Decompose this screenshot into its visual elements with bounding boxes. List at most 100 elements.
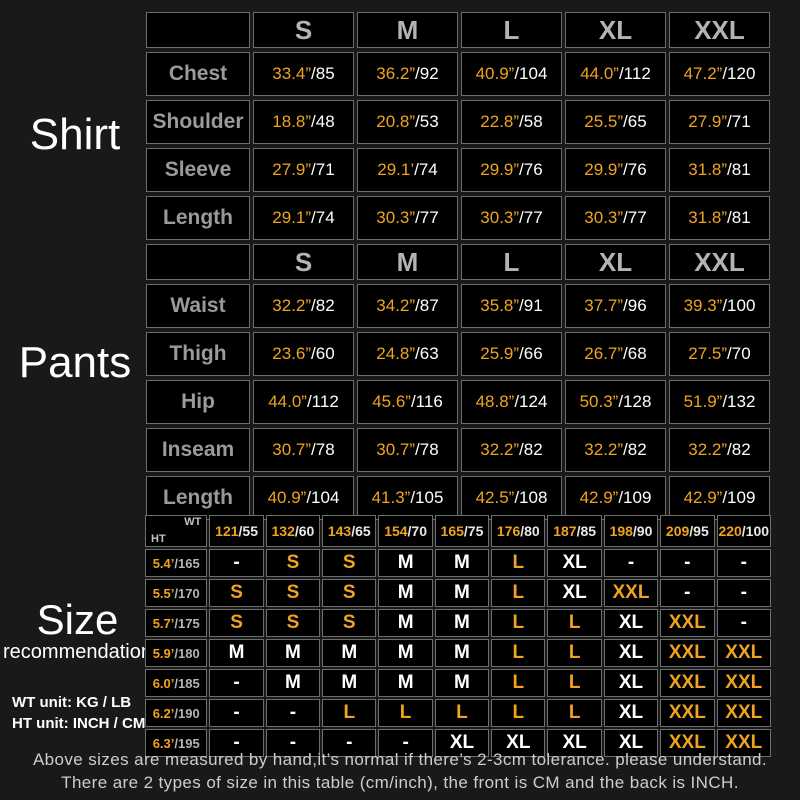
rec-size-cell: XXL — [603, 579, 659, 607]
cm-value: /96 — [623, 296, 647, 315]
shirt-measure-value-cell: 40.9”/104 — [461, 52, 562, 96]
shirt-measure-value-cell: 47.2”/120 — [669, 52, 770, 96]
rec-weight-column-header: 132/60 — [265, 515, 321, 547]
cm-value: /70 — [727, 344, 751, 363]
weight-kg-value: /85 — [576, 523, 597, 539]
rec-size-cell: L — [491, 639, 546, 667]
rec-size-cell: M — [434, 549, 490, 577]
rec-size-cell: XXL — [660, 669, 715, 697]
shirt-size-table: S M L XL XXL Chest 33.4”/85 36.2”/92 40.9”/104 44… — [143, 8, 773, 244]
inch-value: 25.9” — [480, 344, 520, 363]
cm-value: /60 — [311, 344, 335, 363]
rec-size-cell: XL — [603, 669, 659, 697]
rec-size-cell: XL — [547, 579, 602, 607]
pants-size-table: S M L XL XXL Waist 32.2”/82 34.2”/87 35.8”/91 37.… — [143, 240, 773, 524]
pants-row-label: Length — [146, 476, 250, 520]
pants-measure-value-cell: 27.5”/70 — [669, 332, 770, 376]
weight-lb-value: 121 — [215, 523, 239, 539]
rec-size-cell: M — [378, 639, 433, 667]
cm-value: /92 — [415, 64, 439, 83]
cm-value: /82 — [623, 440, 647, 459]
shirt-measure-row: Length 29.1”/74 30.3”/77 30.3”/77 30.3”/77 31… — [146, 196, 770, 240]
size-recommendation-section-label: Size recommendation — [0, 598, 155, 663]
height-inch-value: 6.3’ — [152, 735, 175, 751]
size-recommendation-subtitle: recommendation — [3, 641, 152, 663]
pants-measure-value-cell: 48.8”/124 — [461, 380, 562, 424]
rec-size-cell: L — [491, 669, 546, 697]
height-cm-value: /170 — [174, 585, 200, 601]
shirt-measure-value-cell: 44.0”/112 — [565, 52, 666, 96]
pants-measure-value-cell: 32.2”/82 — [669, 428, 770, 472]
height-inch-value: 6.2’ — [152, 705, 175, 721]
cm-value: /71 — [311, 160, 335, 179]
rec-size-cell: M — [378, 579, 433, 607]
pants-size-column-header: XL — [565, 244, 666, 280]
rec-size-cell: - — [265, 729, 321, 757]
cm-value: /85 — [311, 64, 335, 83]
pants-size-column-header: L — [461, 244, 562, 280]
cm-value: /112 — [618, 64, 651, 83]
cm-value: /81 — [727, 208, 751, 227]
pants-row-label: Hip — [146, 380, 250, 424]
rec-height-label: 5.5’/170 — [145, 579, 208, 607]
rec-size-cell: S — [265, 579, 321, 607]
inch-value: 34.2” — [376, 296, 416, 315]
rec-size-cell: XXL — [660, 729, 715, 757]
cm-value: /120 — [722, 64, 756, 83]
rec-weight-column-header: 154/70 — [378, 515, 433, 547]
cm-value: /104 — [514, 64, 548, 83]
rec-height-label: 6.3’/195 — [145, 729, 208, 757]
rec-size-cell: XXL — [660, 699, 715, 727]
shirt-measure-value-cell: 29.9”/76 — [565, 148, 666, 192]
rec-size-cell: M — [378, 549, 433, 577]
rec-size-cell: XXL — [716, 639, 771, 667]
rec-size-cell: XL — [603, 609, 659, 637]
cm-value: /109 — [618, 488, 652, 507]
inch-value: 32.2” — [272, 296, 312, 315]
inch-value: 20.8” — [376, 112, 416, 131]
shirt-measure-value-cell: 36.2”/92 — [357, 52, 458, 96]
rec-size-cell: L — [547, 639, 602, 667]
weight-kg-value: /60 — [294, 523, 315, 539]
inch-value: 30.3” — [376, 208, 416, 227]
inch-value: 40.9” — [475, 64, 515, 83]
inch-value: 31.8” — [688, 160, 728, 179]
shirt-measure-value-cell: 29.9”/76 — [461, 148, 562, 192]
pants-measure-value-cell: 26.7”/68 — [565, 332, 666, 376]
shirt-measure-value-cell: 30.3”/77 — [461, 196, 562, 240]
cm-value: /112 — [306, 392, 339, 411]
inch-value: 23.6” — [272, 344, 312, 363]
rec-weight-column-header: 143/65 — [322, 515, 377, 547]
rec-size-cell: - — [716, 579, 771, 607]
pants-header-row: S M L XL XXL — [146, 244, 770, 280]
height-inch-value: 5.4’ — [152, 555, 175, 571]
cm-value: /53 — [415, 112, 439, 131]
cm-value: /71 — [727, 112, 751, 131]
cm-value: /48 — [311, 112, 335, 131]
rec-size-cell: - — [209, 669, 264, 697]
weight-kg-value: /80 — [520, 523, 540, 539]
rec-size-cell: - — [322, 729, 377, 757]
note-line-2: There are 2 types of size in this table … — [61, 773, 739, 792]
pants-measure-value-cell: 24.8”/63 — [357, 332, 458, 376]
shirt-row-label: Shoulder — [146, 100, 250, 144]
rec-size-cell: XXL — [660, 639, 715, 667]
cm-value: /108 — [514, 488, 548, 507]
rec-height-label: 5.4’/165 — [145, 549, 208, 577]
inch-value: 26.7” — [584, 344, 624, 363]
rec-size-cell: L — [378, 699, 433, 727]
inch-value: 50.3” — [579, 392, 619, 411]
rec-weight-column-header: 209/95 — [660, 515, 715, 547]
pants-size-column-header: S — [253, 244, 354, 280]
inch-value: 42.5” — [475, 488, 515, 507]
rec-row: 5.9’/180 M M M M M L L XL XXL XXL — [145, 639, 771, 667]
inch-value: 29.9” — [480, 160, 520, 179]
rec-size-cell: L — [491, 549, 546, 577]
cm-value: /128 — [618, 392, 652, 411]
shirt-size-column-header: XL — [565, 12, 666, 48]
inch-value: 37.7” — [584, 296, 624, 315]
cm-value: /91 — [519, 296, 543, 315]
weight-lb-value: 176 — [496, 523, 521, 539]
cm-value: /76 — [519, 160, 543, 179]
